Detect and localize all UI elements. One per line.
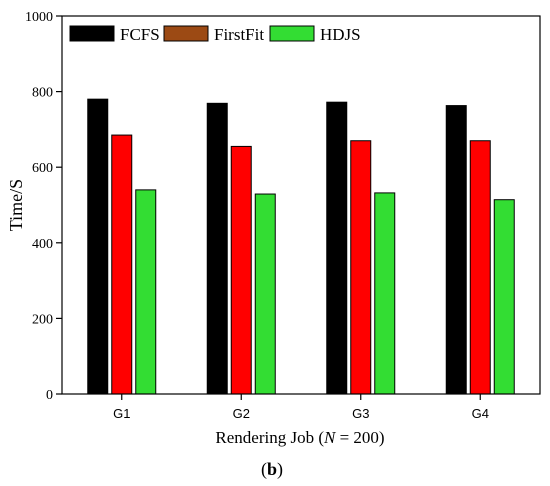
bar-firstfit-g2 — [230, 145, 252, 395]
plot-frame — [61, 15, 541, 395]
x-tick-label: G4 — [472, 406, 489, 421]
y-tick-label: 400 — [32, 237, 53, 252]
bar-firstfit-g3 — [350, 140, 372, 395]
legend-label-hdjs: HDJS — [320, 25, 361, 44]
bar-fcfs-g2 — [206, 102, 228, 395]
bar-firstfit-g4 — [469, 140, 491, 395]
legend-swatch-firstfit — [163, 25, 209, 42]
x-tick-label: G3 — [352, 406, 369, 421]
bar-hdjs-g2 — [254, 193, 276, 395]
axes-group: 0 200 400 600 800 1000 G1 G2 G3 G4 — [25, 10, 541, 421]
y-tick-label: 0 — [46, 388, 53, 403]
bar-fcfs-g3 — [326, 101, 348, 395]
legend-label-fcfs: FCFS — [120, 25, 160, 44]
legend-swatch-hdjs — [269, 25, 315, 42]
y-tick-label: 800 — [32, 86, 53, 101]
y-tick-label: 200 — [32, 312, 53, 327]
x-axis-label-suffix: = 200) — [335, 428, 384, 447]
panel-label-open: ( — [261, 459, 267, 480]
bar-hdjs-g1 — [135, 189, 157, 395]
y-axis-label: Time/S — [6, 179, 26, 231]
x-axis-label-variable: N — [323, 428, 337, 447]
bar-fcfs-g4 — [445, 105, 467, 395]
panel-label-letter: b — [267, 459, 277, 479]
legend: FCFS FirstFit HDJS — [69, 25, 361, 44]
legend-label-firstfit: FirstFit — [214, 25, 264, 44]
x-axis-label-prefix: Rendering Job ( — [215, 428, 324, 447]
x-tick-label: G1 — [113, 406, 130, 421]
x-tick-label: G2 — [233, 406, 250, 421]
bar-hdjs-g4 — [493, 199, 515, 395]
y-tick-label: 1000 — [25, 10, 53, 25]
x-axis-label: Rendering Job (N = 200) — [215, 428, 384, 447]
panel-label: (b) — [261, 459, 283, 480]
y-tick-label: 600 — [32, 161, 53, 176]
bar-fcfs-g1 — [87, 98, 109, 395]
bars-group — [87, 98, 515, 395]
bar-firstfit-g1 — [111, 134, 133, 395]
legend-swatch-fcfs — [69, 25, 115, 42]
bar-hdjs-g3 — [374, 192, 396, 395]
panel-label-close: ) — [277, 459, 283, 480]
